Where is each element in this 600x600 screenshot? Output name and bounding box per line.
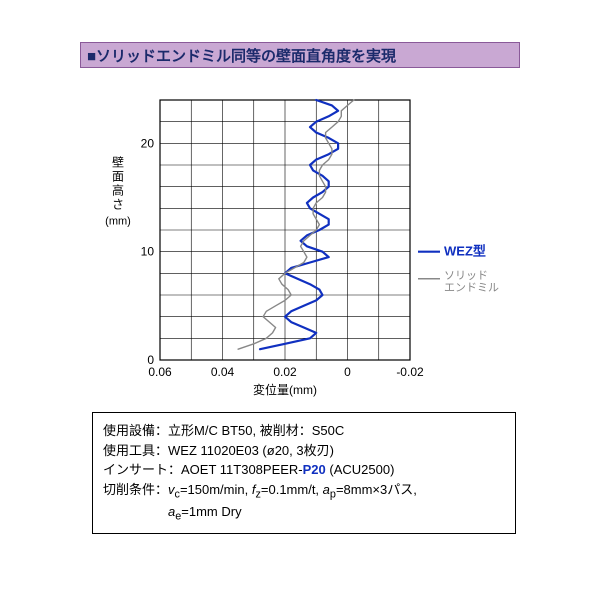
ap-sym: a [323, 482, 330, 497]
svg-text:0: 0 [344, 365, 351, 379]
cond-l3-text: インサート：AOET 11T308PEER- [103, 462, 303, 477]
cond-indent [103, 504, 168, 519]
cond-l4-label: 切削条件： [103, 482, 168, 497]
cond-line-4: 切削条件：vc=150m/min, fz=0.1mm/t, ap=8mm×3パス… [103, 480, 505, 503]
svg-text:0.02: 0.02 [273, 365, 297, 379]
ae-val: =1mm Dry [181, 504, 241, 519]
svg-text:0.06: 0.06 [148, 365, 172, 379]
cond-line-5: ae=1mm Dry [103, 502, 505, 525]
svg-text:さ: さ [112, 198, 124, 212]
fz-val: =0.1mm/t, [261, 482, 323, 497]
svg-text:20: 20 [141, 136, 155, 150]
conditions-box: 使用設備：立形M/C BT50, 被削材：S50C 使用工具：WEZ 11020… [92, 412, 516, 534]
svg-text:壁: 壁 [112, 155, 124, 170]
svg-text:面: 面 [112, 170, 124, 184]
cond-p20: P20 [303, 462, 326, 477]
section-title: ■ソリッドエンドミル同等の壁面直角度を実現 [80, 42, 520, 68]
svg-text:10: 10 [141, 245, 155, 259]
cond-line-3: インサート：AOET 11T308PEER-P20 (ACU2500) [103, 460, 505, 480]
svg-text:エンドミル: エンドミル [444, 282, 499, 294]
ap-val: =8mm×3パス, [336, 482, 417, 497]
svg-text:(mm): (mm) [105, 216, 131, 228]
svg-text:-0.02: -0.02 [396, 365, 424, 379]
svg-text:ソリッド: ソリッド [444, 270, 488, 282]
cond-line-2: 使用工具：WEZ 11020E03 (ø20, 3枚刃) [103, 441, 505, 461]
svg-text:変位量(mm): 変位量(mm) [253, 382, 317, 397]
svg-text:WEZ型: WEZ型 [444, 244, 486, 259]
displacement-chart: 0.06 0.04 0.02 0 -0.02 0 10 20 変位量(mm) 壁面高さ (mm) WE… [100, 90, 500, 400]
cond-l3b: (ACU2500) [326, 462, 395, 477]
svg-text:0.04: 0.04 [211, 365, 235, 379]
svg-text:高: 高 [112, 183, 124, 198]
cond-line-1: 使用設備：立形M/C BT50, 被削材：S50C [103, 421, 505, 441]
svg-text:0: 0 [147, 353, 154, 367]
vc-val: =150m/min, [180, 482, 252, 497]
